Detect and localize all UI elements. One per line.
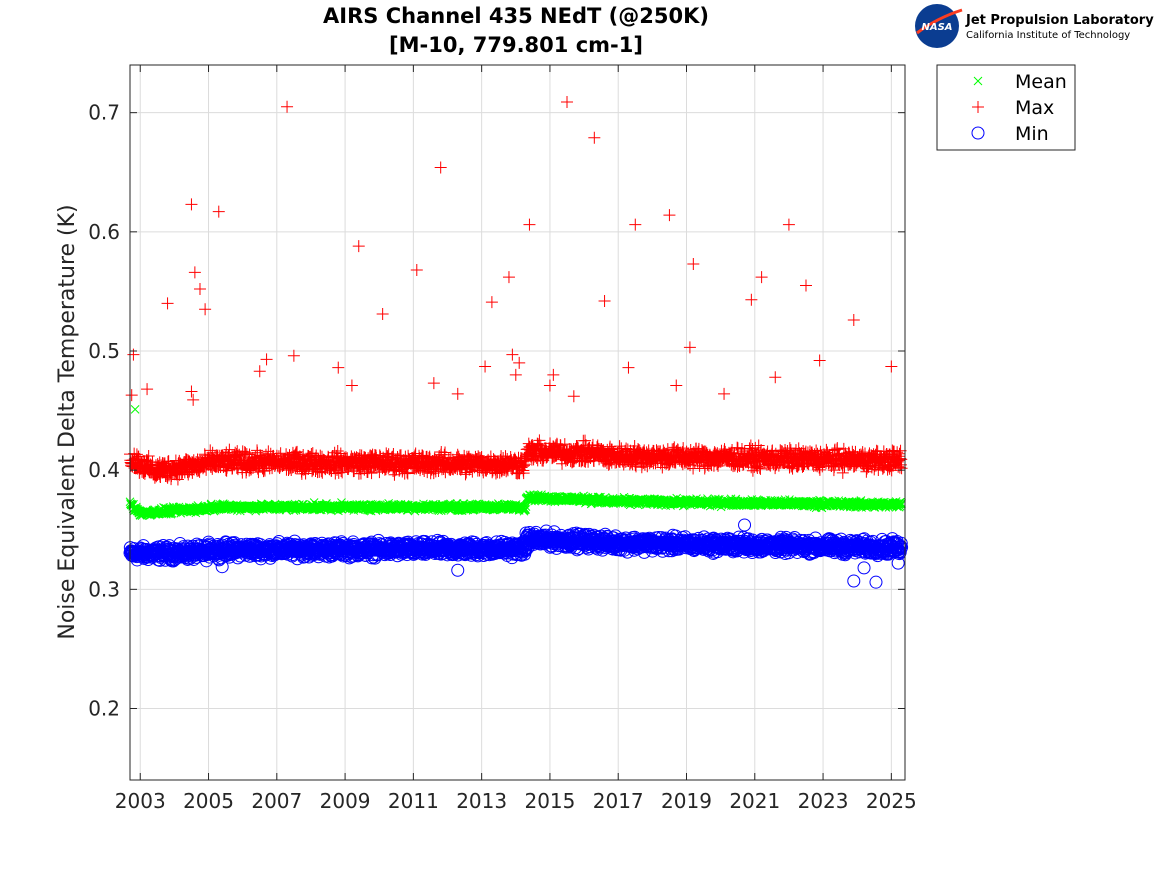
jpl-logo-subtitle: California Institute of Technology <box>966 30 1130 41</box>
data-point <box>306 447 319 460</box>
data-point-outlier <box>869 575 883 589</box>
data-point <box>432 465 445 478</box>
data-point <box>219 464 232 477</box>
data-point <box>238 446 251 459</box>
nasa-swoosh-icon <box>916 8 963 35</box>
data-point-outlier <box>738 518 752 532</box>
data-point <box>291 445 304 458</box>
data-point <box>894 536 908 550</box>
data-point <box>895 540 909 554</box>
series-max <box>124 95 908 486</box>
plot-area <box>130 65 905 780</box>
series-layer <box>123 95 909 589</box>
chart-title-line1: AIRS Channel 435 NEdT (@250K) <box>323 4 709 28</box>
data-point <box>171 473 184 486</box>
data-point <box>365 467 378 480</box>
series-min <box>123 518 909 589</box>
data-point <box>332 466 345 479</box>
data-point <box>151 469 164 482</box>
data-point-outlier <box>847 574 861 588</box>
data-point <box>223 443 236 456</box>
chart-title-line2: [M-10, 779.801 cm-1] <box>389 33 643 57</box>
data-point-outlier <box>891 556 905 570</box>
data-point <box>204 444 217 457</box>
jpl-logo: NASA Jet Propulsion Laboratory Californi… <box>915 4 1154 48</box>
data-point-outlier <box>857 561 871 575</box>
nasa-emblem-text: NASA <box>921 22 952 33</box>
data-point <box>328 446 341 459</box>
data-point-outlier <box>215 560 229 574</box>
jpl-logo-title: Jet Propulsion Laboratory <box>965 13 1154 28</box>
data-point <box>130 448 143 461</box>
data-point-outlier <box>451 563 465 577</box>
data-point <box>893 547 907 561</box>
data-point <box>439 446 452 459</box>
data-point <box>894 542 908 556</box>
